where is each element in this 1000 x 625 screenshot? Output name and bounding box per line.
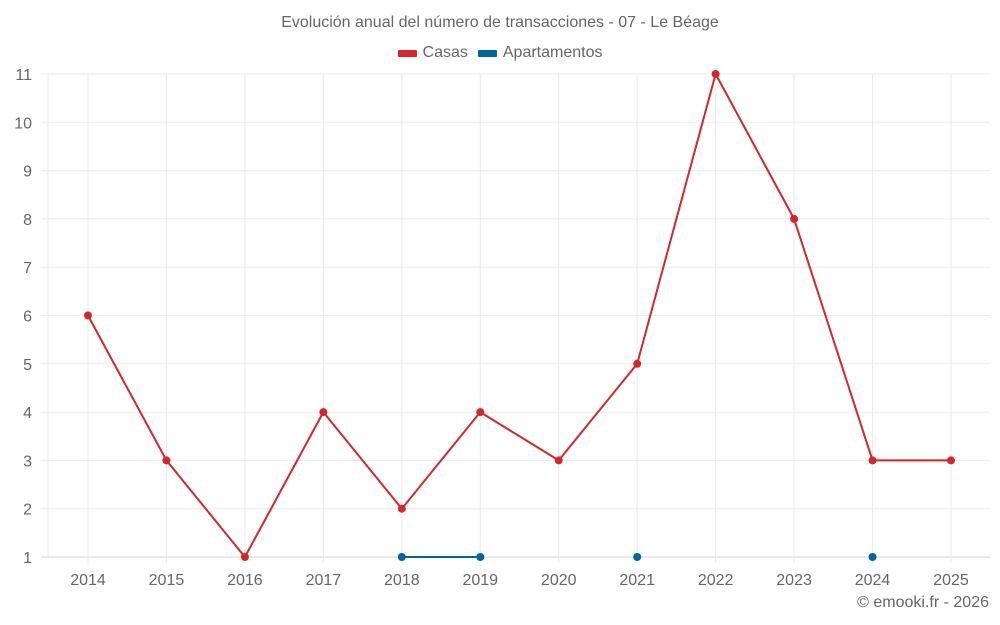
series-line (87, 73, 951, 558)
y-tick-label: 6 (23, 309, 32, 326)
data-point-marker[interactable] (476, 553, 485, 561)
x-tick-label: 2019 (462, 572, 498, 589)
x-tick-label: 2024 (855, 572, 891, 589)
data-point-marker[interactable] (397, 504, 406, 513)
data-point-marker[interactable] (476, 408, 485, 417)
data-point-marker[interactable] (397, 553, 406, 561)
x-tick-label: 2022 (698, 572, 734, 589)
x-tick-label: 2017 (306, 572, 342, 589)
data-point-marker[interactable] (84, 311, 92, 320)
x-tick-label: 2023 (776, 572, 812, 589)
y-tick-label: 2 (23, 502, 32, 519)
x-tick-label: 2018 (384, 572, 420, 589)
casas-swatch-icon (397, 49, 417, 57)
copyright-credit: © emooki.fr - 2026 (857, 594, 989, 611)
y-tick-label: 7 (23, 260, 32, 277)
x-tick-label: 2016 (227, 572, 263, 589)
data-point-marker[interactable] (790, 214, 799, 223)
legend-item-apartamentos[interactable]: Apartamentos (477, 44, 603, 62)
y-tick-label: 9 (23, 164, 32, 181)
data-point-marker[interactable] (240, 553, 249, 561)
x-tick-label: 2021 (619, 572, 655, 589)
y-tick-label: 8 (23, 212, 32, 229)
y-tick-label: 1 (23, 550, 32, 567)
y-tick-label: 11 (15, 67, 32, 84)
legend-label-apartamentos: Apartamentos (502, 44, 603, 61)
x-tick-label: 2015 (149, 572, 185, 589)
y-tick-label: 5 (23, 357, 32, 374)
series-casas (84, 70, 955, 561)
y-tick-label: 4 (23, 405, 32, 422)
x-tick-label: 2025 (933, 572, 969, 589)
legend: Casas Apartamentos (0, 44, 1000, 62)
data-point-marker[interactable] (554, 456, 563, 465)
legend-label-casas: Casas (422, 44, 468, 61)
data-point-marker[interactable] (319, 408, 328, 417)
data-point-marker[interactable] (711, 70, 720, 78)
data-point-marker[interactable] (868, 553, 877, 561)
apartamentos-swatch-icon (477, 49, 497, 57)
data-point-marker[interactable] (633, 359, 642, 368)
series-lines (84, 70, 955, 561)
data-point-marker[interactable] (633, 553, 642, 561)
chart-title: Evolución anual del número de transaccio… (281, 14, 719, 31)
data-point-marker[interactable] (947, 456, 955, 465)
data-point-marker[interactable] (868, 456, 877, 465)
x-tick-label: 2020 (541, 572, 577, 589)
y-tick-label: 3 (23, 453, 32, 470)
axes: 1 2 3 4 5 6 7 8 9 10 11 2014 2015 2016 2017 2018 2019 202… (14, 67, 969, 589)
data-point-marker[interactable] (162, 456, 171, 465)
y-tick-label: 10 (14, 115, 32, 132)
legend-item-casas[interactable]: Casas (397, 44, 468, 62)
series-apartamentos (397, 553, 877, 561)
grid-lines (41, 73, 990, 563)
x-tick-label: 2014 (70, 572, 106, 589)
